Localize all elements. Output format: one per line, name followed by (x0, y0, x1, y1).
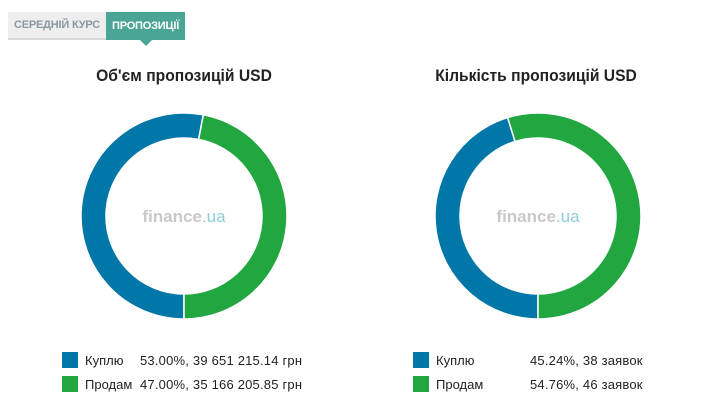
legend-item-buy: Куплю 45.24%, 38 заявок (413, 352, 713, 370)
tab-offers[interactable]: Пропозиції (106, 12, 186, 46)
legend-value-buy: 45.24%, 38 заявок (530, 353, 643, 368)
legend-swatch-buy (413, 352, 429, 368)
legend-label-sell: Продам (85, 377, 133, 392)
legend-label-buy: Куплю (85, 353, 124, 368)
tab-bar: Середній курс Пропозиції (8, 12, 186, 46)
legend-swatch-buy (62, 352, 78, 368)
legend-value-sell: 47.00%, 35 166 205.85 грн (140, 377, 303, 392)
legend-value-sell: 54.76%, 46 заявок (530, 377, 643, 392)
donut-slice-sell[interactable] (183, 113, 288, 320)
legend-label-buy: Куплю (436, 353, 475, 368)
tab-average-rate[interactable]: Середній курс (8, 12, 106, 40)
watermark-logo: finance.ua (142, 207, 226, 226)
legend-item-sell: Продам 54.76%, 46 заявок (413, 376, 713, 394)
legend-item-buy: Куплю 53.00%, 39 651 215.14 грн (62, 352, 362, 370)
donut-slice-buy[interactable] (80, 112, 205, 320)
donut-chart-count: finance.ua (434, 112, 642, 320)
legend-value-buy: 53.00%, 39 651 215.14 грн (140, 353, 303, 368)
legend-item-sell: Продам 47.00%, 35 166 205.85 грн (62, 376, 362, 394)
legend-label-sell: Продам (436, 377, 484, 392)
donut-chart-volume: finance.ua (80, 112, 288, 320)
donut-slice-sell[interactable] (506, 112, 642, 320)
chart-title-count: Кількість пропозицій USD (435, 66, 637, 85)
legend-swatch-sell (413, 376, 429, 392)
legend-swatch-sell (62, 376, 78, 392)
chart-title-volume: Об'єм пропозицій USD (96, 66, 272, 85)
watermark-logo: finance.ua (496, 207, 580, 226)
